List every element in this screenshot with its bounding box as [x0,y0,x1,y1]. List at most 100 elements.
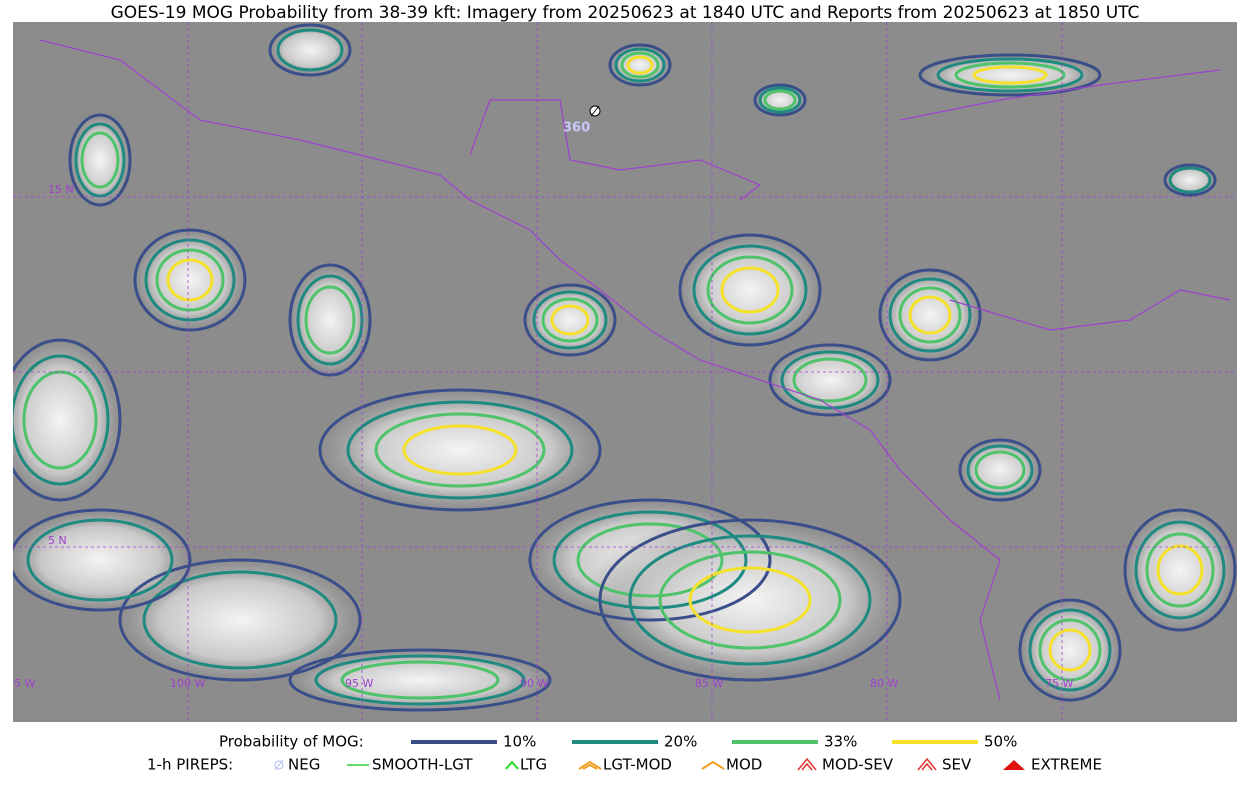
probability-contour [155,248,225,312]
probability-contour [753,83,807,117]
probability-contour [304,285,356,355]
probability-contour [1168,166,1212,194]
probability-contour [314,654,526,706]
legend-label: SMOOTH-LGT [372,756,473,774]
cloud [585,512,915,688]
probability-contour [1123,508,1237,632]
probability-contour [276,28,344,72]
lat-label: 15 N [48,183,74,196]
probability-contour [1048,628,1092,672]
probability-contour [954,61,1066,89]
probability-contour [768,343,892,417]
probability-contour [552,510,748,610]
lon-label: 85 W [695,677,723,690]
contour-layer [13,23,1237,712]
probability-contour [541,297,599,343]
probability-contour [13,354,110,486]
probability-contour [1145,532,1215,608]
probability-contour [26,518,174,602]
probability-contour [1038,618,1102,682]
probability-contour [402,424,518,476]
legend-marker [701,760,725,770]
legend-label: MOD [726,756,762,774]
probability-contour [958,438,1042,502]
legend-label: LTG [520,756,547,774]
probability-contour [1018,598,1122,702]
probability-contour [658,550,842,650]
cloud [306,384,614,516]
legend-title: Probability of MOG: [219,733,364,751]
probability-contour [532,290,608,350]
probability-contour [614,47,666,83]
probability-contour [792,357,868,403]
legend-label: 20% [664,733,697,751]
probability-contour [936,57,1084,93]
probability-contour [144,238,236,322]
legend-title: 1-h PIREPS: [147,756,233,774]
legend-marker [1003,760,1025,770]
probability-contour [628,534,872,666]
cloud [1119,504,1237,636]
probability-contour [80,131,120,189]
probability-contour [22,370,98,470]
probability-contour [678,233,822,347]
probability-contour [576,522,724,598]
probability-contour [598,518,902,682]
report-label: 360 [563,121,590,136]
probability-contour [13,508,192,612]
probability-contour [966,444,1034,496]
probability-contour [763,89,797,111]
probability-contour [780,350,880,410]
legend-marker [917,757,937,771]
probability-contour [898,286,962,344]
probability-contour [688,566,812,634]
probability-contour [346,400,574,500]
lon-label: 100 W [170,677,205,690]
legend-pireps: NEG SMOOTH-LGT LTG LGT-MOD MOD MOD-SEV SEV EXTR… [274,756,1102,774]
probability-contour [296,274,364,366]
legend-label: NEG [288,756,320,774]
probability-contour [1156,544,1204,596]
legend-label: MOD-SEV [822,756,894,774]
lon-label: 95 W [345,677,373,690]
probability-contour [720,266,780,314]
borders [39,39,1231,701]
legend-label: 10% [503,733,536,751]
probability-contour [908,295,952,335]
probability-contour [288,263,372,377]
legend-label: 33% [824,733,857,751]
lon-label: 90 W [520,677,548,690]
probability-contour [1028,608,1112,692]
pirep-neg-marker [590,105,600,117]
probability-contour [528,498,772,622]
probability-contour [888,277,972,353]
probability-contour [692,244,808,336]
probability-contour [918,53,1102,97]
probability-contour [74,122,126,198]
probability-contour [142,570,338,670]
legend-marker [274,760,284,770]
probability-contour [974,450,1026,490]
title: GOES-19 MOG Probability from 38-39 kft: … [111,3,1140,23]
probability-contour [288,648,552,712]
probability-contour [166,258,214,302]
legend-marker [505,760,519,770]
probability-contour [706,255,794,325]
probability-contour [268,23,352,77]
legend-marker [274,759,284,771]
probability-contour [758,86,802,114]
lon-label: 75 W [1045,677,1073,690]
probability-contour [972,65,1048,85]
probability-contour [118,558,362,682]
probability-contour [626,55,654,75]
probability-contour [318,388,602,512]
legend-label: 50% [984,733,1017,751]
probability-contour [1163,163,1217,197]
probability-contour [133,228,247,332]
probability-contour [878,268,982,362]
probability-contour [550,304,590,336]
map: 15 N 5 N 105 W 100 W 95 W 90 W 85 W 80 W 75 W … [13,22,1237,722]
legend-marker [578,760,602,770]
legend-label: LGT-MOD [603,756,672,774]
